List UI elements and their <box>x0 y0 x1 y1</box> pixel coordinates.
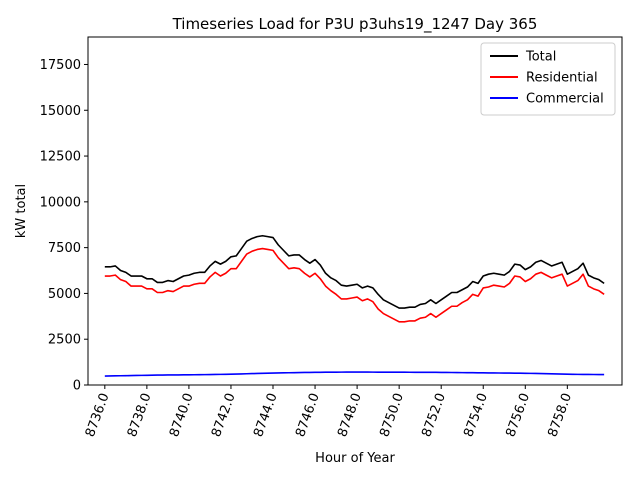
y-axis-ticks: 0 2500 5000 7500 10000 12500 15000 17500 <box>40 58 88 394</box>
series-layer <box>104 234 605 377</box>
y-tick-label: 5000 <box>48 287 81 302</box>
y-axis-label: kW total <box>14 184 29 238</box>
legend-label-total: Total <box>525 50 556 65</box>
y-tick-label: 2500 <box>48 333 81 348</box>
legend-label-residential: Residential <box>526 71 598 86</box>
y-tick-label: 0 <box>73 379 81 394</box>
x-axis-label: Hour of Year <box>315 451 395 466</box>
legend-label-commercial: Commercial <box>526 92 604 107</box>
y-tick-label: 10000 <box>40 195 81 210</box>
series-line-commercial <box>104 371 605 377</box>
legend: Total Residential Commercial <box>480 42 616 116</box>
y-tick-label: 7500 <box>48 241 81 256</box>
series-line-total <box>104 234 605 309</box>
plot-frame <box>87 36 623 386</box>
y-tick-label: 15000 <box>40 104 81 119</box>
y-tick-label: 12500 <box>40 150 81 165</box>
legend-entries: Total Residential Commercial <box>490 50 604 107</box>
chart-title: Timeseries Load for P3U p3uhs19_1247 Day… <box>172 15 538 34</box>
series-line-residential <box>104 247 605 323</box>
y-tick-label: 17500 <box>40 58 81 73</box>
